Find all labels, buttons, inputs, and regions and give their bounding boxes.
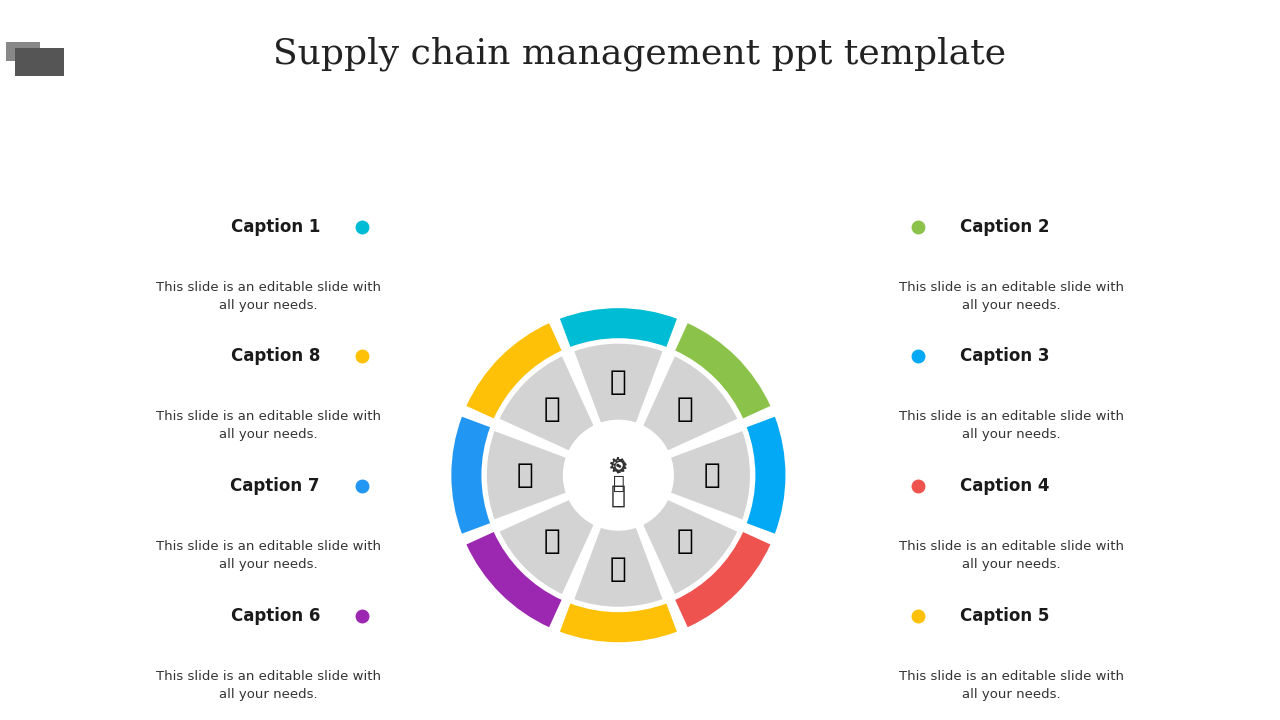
Text: This slide is an editable slide with
all your needs.: This slide is an editable slide with all… <box>156 281 381 312</box>
Text: 💳: 💳 <box>544 395 561 423</box>
Text: This slide is an editable slide with
all your needs.: This slide is an editable slide with all… <box>156 540 381 571</box>
Text: ⚙
👤: ⚙ 👤 <box>609 458 627 492</box>
Wedge shape <box>572 341 666 425</box>
FancyBboxPatch shape <box>15 48 64 76</box>
Wedge shape <box>497 354 596 453</box>
Wedge shape <box>746 417 786 534</box>
Wedge shape <box>572 526 666 609</box>
Text: Caption 8: Caption 8 <box>230 347 320 365</box>
Text: This slide is an editable slide with
all your needs.: This slide is an editable slide with all… <box>899 540 1124 571</box>
Text: Caption 5: Caption 5 <box>960 606 1050 624</box>
Wedge shape <box>497 498 596 597</box>
Text: This slide is an editable slide with
all your needs.: This slide is an editable slide with all… <box>899 670 1124 701</box>
Text: Caption 6: Caption 6 <box>230 606 320 624</box>
Text: Caption 7: Caption 7 <box>230 477 320 495</box>
Wedge shape <box>640 498 740 597</box>
Text: This slide is an editable slide with
all your needs.: This slide is an editable slide with all… <box>899 410 1124 441</box>
Text: Caption 3: Caption 3 <box>960 347 1050 365</box>
Text: 🛒: 🛒 <box>611 554 627 582</box>
Wedge shape <box>466 532 562 627</box>
Text: 👥: 👥 <box>704 462 721 489</box>
Text: Caption 2: Caption 2 <box>960 217 1050 235</box>
Wedge shape <box>559 603 677 642</box>
Wedge shape <box>676 323 771 418</box>
Text: 🛍: 🛍 <box>544 527 561 555</box>
Text: 🏭: 🏭 <box>676 395 692 423</box>
FancyBboxPatch shape <box>6 42 40 61</box>
Text: 📦: 📦 <box>611 368 627 396</box>
Text: 👤: 👤 <box>611 483 626 508</box>
Text: Supply chain management ppt template: Supply chain management ppt template <box>274 37 1006 71</box>
Text: 🚚: 🚚 <box>676 527 692 555</box>
Text: This slide is an editable slide with
all your needs.: This slide is an editable slide with all… <box>156 670 381 701</box>
Text: This slide is an editable slide with
all your needs.: This slide is an editable slide with all… <box>156 410 381 441</box>
Wedge shape <box>640 354 740 453</box>
Wedge shape <box>676 532 771 627</box>
Wedge shape <box>466 323 562 418</box>
Text: This slide is an editable slide with
all your needs.: This slide is an editable slide with all… <box>899 281 1124 312</box>
Wedge shape <box>559 308 677 347</box>
Text: ⚙: ⚙ <box>608 457 628 477</box>
Text: Caption 4: Caption 4 <box>960 477 1050 495</box>
Text: Caption 1: Caption 1 <box>230 217 320 235</box>
Wedge shape <box>452 417 490 534</box>
Text: 🌍: 🌍 <box>517 462 534 489</box>
Circle shape <box>564 422 672 528</box>
Wedge shape <box>668 428 753 522</box>
Wedge shape <box>485 428 568 522</box>
